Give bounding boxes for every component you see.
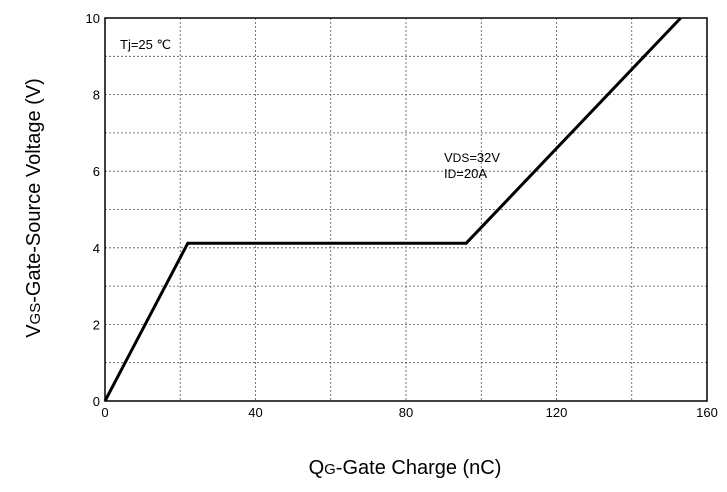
id-annotation: ID=20A bbox=[444, 166, 487, 181]
x-tick-label: 40 bbox=[248, 405, 262, 420]
series-line bbox=[103, 16, 682, 402]
y-axis-title: VGS-Gate-Source Voltage (V) bbox=[23, 78, 45, 338]
x-axis-title: QG-Gate Charge (nC) bbox=[309, 457, 502, 479]
y-tick-label: 10 bbox=[86, 11, 100, 26]
x-tick-label: 0 bbox=[101, 405, 108, 420]
plot-frame bbox=[104, 17, 708, 402]
condition-annotation: Tj=25 ℃ bbox=[120, 37, 171, 52]
y-tick-label: 6 bbox=[93, 164, 100, 179]
y-tick-label: 8 bbox=[93, 88, 100, 103]
x-tick-label: 120 bbox=[546, 405, 568, 420]
y-tick-label: 2 bbox=[93, 317, 100, 332]
grid-lines bbox=[105, 18, 707, 401]
x-tick-label: 160 bbox=[696, 405, 718, 420]
y-tick-label: 0 bbox=[93, 394, 100, 409]
y-tick-labels: 0 2 4 6 8 10 bbox=[86, 11, 100, 409]
x-tick-label: 80 bbox=[399, 405, 413, 420]
y-tick-label: 4 bbox=[93, 241, 100, 256]
x-tick-labels: 0 40 80 120 160 bbox=[101, 405, 717, 420]
vds-annotation: VDS=32V bbox=[444, 150, 500, 165]
